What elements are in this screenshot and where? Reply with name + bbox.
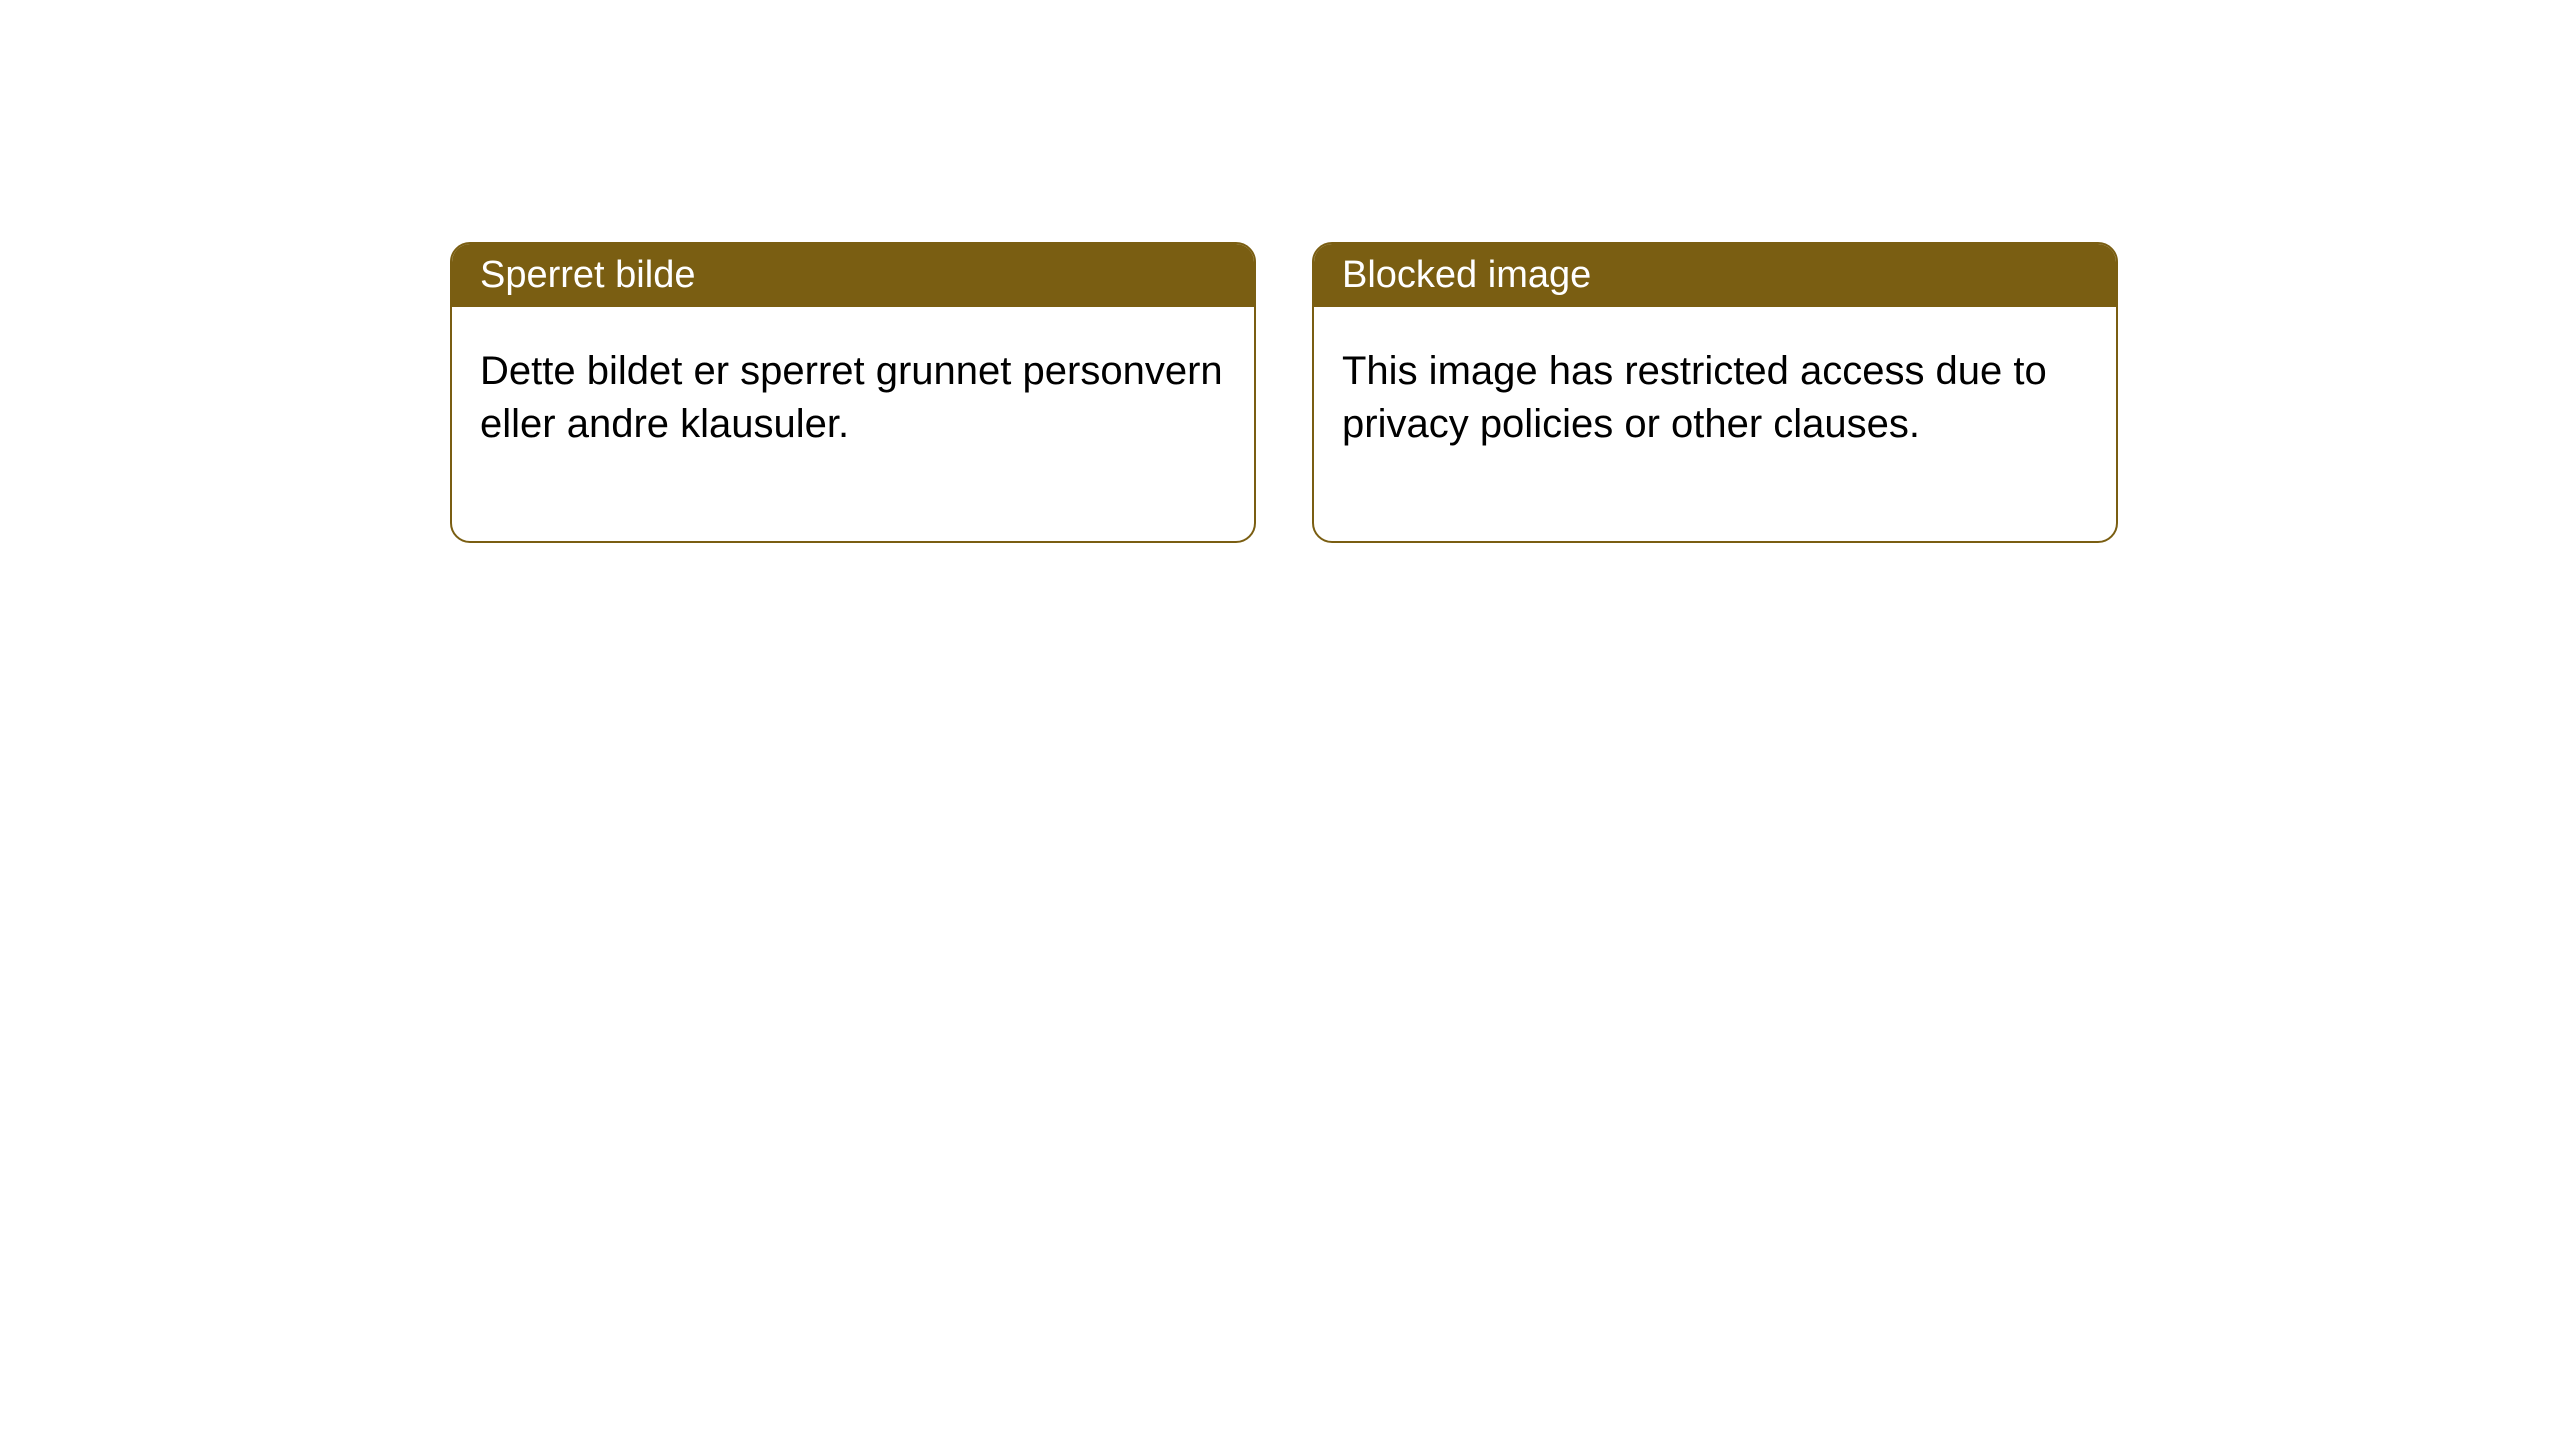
notice-card-english: Blocked image This image has restricted … <box>1312 242 2118 543</box>
notice-body-norwegian: Dette bildet er sperret grunnet personve… <box>452 307 1254 541</box>
notice-card-norwegian: Sperret bilde Dette bildet er sperret gr… <box>450 242 1256 543</box>
notice-header-norwegian: Sperret bilde <box>452 244 1254 307</box>
notice-header-english: Blocked image <box>1314 244 2116 307</box>
notice-body-english: This image has restricted access due to … <box>1314 307 2116 541</box>
notice-cards-container: Sperret bilde Dette bildet er sperret gr… <box>0 0 2560 543</box>
